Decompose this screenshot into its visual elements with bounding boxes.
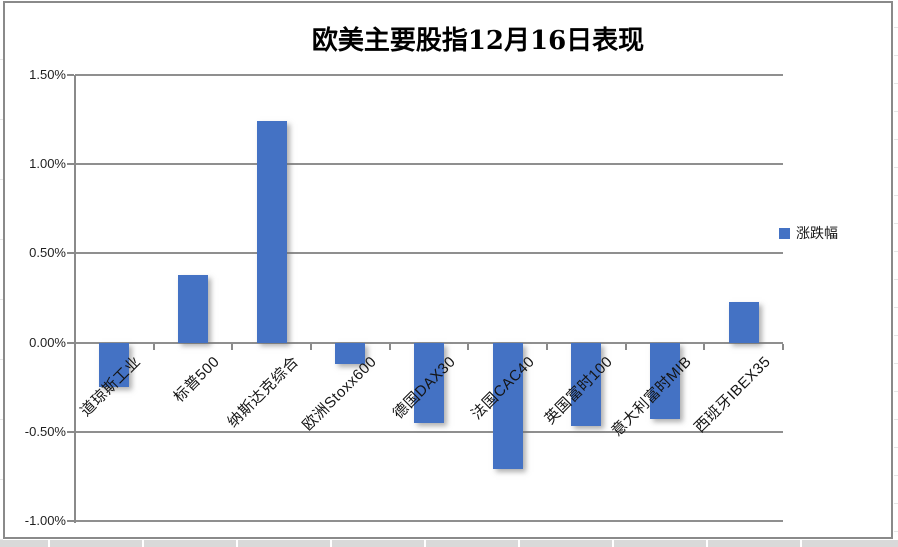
gridline [75,520,783,522]
bar[interactable] [99,342,130,388]
y-axis-tick [67,341,74,344]
spreadsheet-right-strip [894,0,898,547]
y-axis-tick [67,163,74,166]
x-axis-tick [152,343,155,350]
y-axis-tick-label: 0.00% [29,334,66,350]
y-axis-tick [67,74,74,76]
y-axis-tick [67,430,74,433]
bar[interactable] [414,342,444,423]
x-axis-tick [546,343,548,350]
category-label: 德国DAX30 [389,352,460,423]
x-axis-tick [703,343,706,350]
legend-label: 涨跌幅 [796,225,838,241]
x-axis-tick [782,343,784,350]
y-axis-line [74,75,76,523]
chart-frame[interactable] [3,1,893,539]
gridline [75,74,783,76]
x-axis-tick [388,343,391,350]
bar[interactable] [178,274,208,343]
y-axis-tick-label: 1.50% [29,67,66,82]
category-label: 英国富时100 [541,352,617,428]
y-axis-tick [67,252,74,255]
category-label: 西班牙IBEX35 [690,352,774,436]
category-label: 纳斯达克综合 [224,352,302,431]
y-axis-tick-label: -0.50% [24,423,66,439]
x-axis-tick [231,343,234,350]
bar[interactable] [256,121,287,343]
y-axis-tick-label: 1.00% [29,156,66,172]
bar[interactable] [571,342,602,427]
bar[interactable] [492,342,523,470]
x-axis-tick [467,343,470,350]
bar[interactable] [650,342,680,420]
category-label: 标普500 [170,352,224,406]
legend-color-swatch-icon [779,227,790,239]
spreadsheet-left-strip [0,0,3,547]
y-axis-tick-label: 0.50% [29,245,66,261]
x-axis-tick [74,343,76,350]
x-axis-tick [624,343,627,350]
gridline [75,163,783,166]
gridline [75,252,783,255]
y-axis-tick [67,520,74,522]
category-label: 意大利富时MIB [608,352,696,440]
chart-title: 欧美主要股指12月16日表现 [311,26,645,56]
bar[interactable] [335,342,366,364]
category-label: 欧洲Stoxx600 [299,352,381,434]
gridline [75,430,783,433]
y-axis-tick-label: -1.00% [24,513,66,528]
legend[interactable]: 涨跌幅 [779,223,838,243]
spreadsheet-cells-strip [0,540,898,547]
bar[interactable] [728,301,759,343]
x-axis-tick [310,343,312,350]
